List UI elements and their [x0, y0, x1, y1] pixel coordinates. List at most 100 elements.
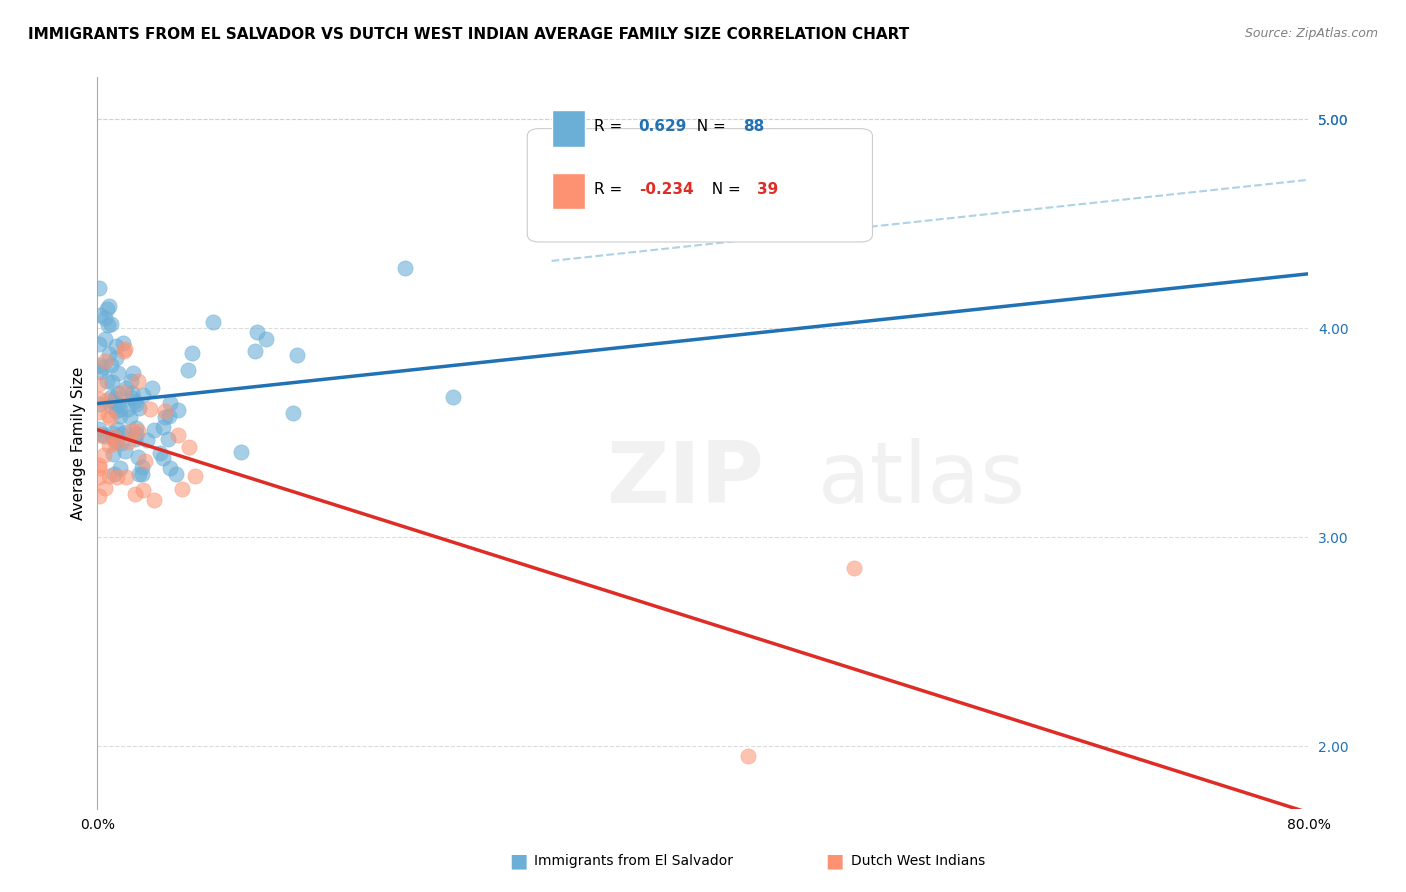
Point [87, 470, 110, 484]
Point [93, 359, 115, 374]
Point [104, 351, 127, 365]
Point [229, 444, 252, 458]
Point [100, 317, 122, 331]
Point [107, 398, 129, 412]
Point [124, 432, 146, 446]
Point [246, 325, 269, 339]
Point [107, 386, 129, 401]
Point [152, 450, 174, 465]
Text: R =: R = [593, 119, 627, 134]
Text: 88: 88 [742, 119, 763, 134]
Point [87, 337, 110, 351]
Point [94, 310, 117, 325]
Point [135, 433, 157, 447]
Point [100, 399, 122, 413]
Point [114, 425, 136, 439]
Point [441, 390, 464, 404]
Point [103, 394, 125, 409]
Point [87, 460, 110, 475]
Point [115, 470, 138, 484]
Point [143, 423, 166, 437]
Point [122, 366, 145, 380]
Point [132, 483, 155, 497]
Point [281, 405, 304, 419]
Point [97, 318, 120, 332]
Point [110, 436, 132, 450]
Text: Dutch West Indians: Dutch West Indians [851, 854, 984, 868]
Point [737, 749, 759, 764]
Text: ZIP: ZIP [606, 438, 763, 521]
Point [184, 468, 207, 483]
Point [90, 426, 112, 441]
Point [97, 409, 120, 423]
Point [149, 446, 172, 460]
Point [131, 460, 153, 475]
Point [111, 385, 134, 400]
Point [89, 422, 111, 436]
Text: Source: ZipAtlas.com: Source: ZipAtlas.com [1244, 27, 1378, 40]
Point [98, 438, 121, 452]
Point [101, 431, 124, 445]
Text: N =: N = [688, 119, 731, 134]
Point [139, 402, 162, 417]
Point [114, 443, 136, 458]
Text: ■: ■ [509, 851, 527, 871]
Point [172, 482, 194, 496]
Point [93, 481, 115, 495]
Point [124, 486, 146, 500]
Point [87, 397, 110, 411]
Point [103, 447, 125, 461]
Point [101, 376, 124, 390]
Text: Immigrants from El Salvador: Immigrants from El Salvador [534, 854, 734, 868]
Bar [551, 111, 585, 147]
Point [125, 427, 148, 442]
Point [127, 374, 149, 388]
Point [87, 392, 110, 406]
Point [104, 391, 127, 405]
Point [93, 428, 115, 442]
Point [201, 315, 224, 329]
Text: R =: R = [593, 182, 627, 197]
Point [105, 338, 128, 352]
Text: -0.234: -0.234 [638, 182, 693, 197]
Point [97, 299, 120, 313]
Text: atlas: atlas [818, 438, 1026, 521]
Point [121, 425, 143, 439]
Point [107, 366, 129, 380]
Text: 39: 39 [758, 182, 779, 197]
Point [112, 335, 135, 350]
Point [159, 396, 181, 410]
Point [110, 427, 132, 442]
Point [127, 450, 149, 464]
Point [100, 390, 122, 404]
Point [156, 432, 179, 446]
Point [254, 332, 277, 346]
Point [128, 467, 150, 482]
Point [93, 332, 115, 346]
Point [125, 421, 148, 435]
Point [98, 411, 121, 425]
Point [180, 346, 202, 360]
Point [121, 386, 143, 401]
Point [118, 410, 141, 425]
Point [125, 397, 148, 411]
Point [134, 453, 156, 467]
Point [98, 468, 121, 483]
Point [96, 302, 118, 317]
Point [103, 395, 125, 409]
Point [100, 358, 122, 372]
Point [120, 374, 142, 388]
Point [142, 492, 165, 507]
Point [153, 409, 176, 424]
Point [108, 461, 131, 475]
Point [105, 422, 128, 436]
Point [97, 347, 120, 361]
Point [141, 381, 163, 395]
Point [177, 363, 200, 377]
Point [108, 401, 131, 416]
Point [167, 403, 190, 417]
Point [101, 425, 124, 440]
Point [108, 409, 131, 423]
Point [89, 308, 111, 322]
Point [165, 467, 187, 482]
